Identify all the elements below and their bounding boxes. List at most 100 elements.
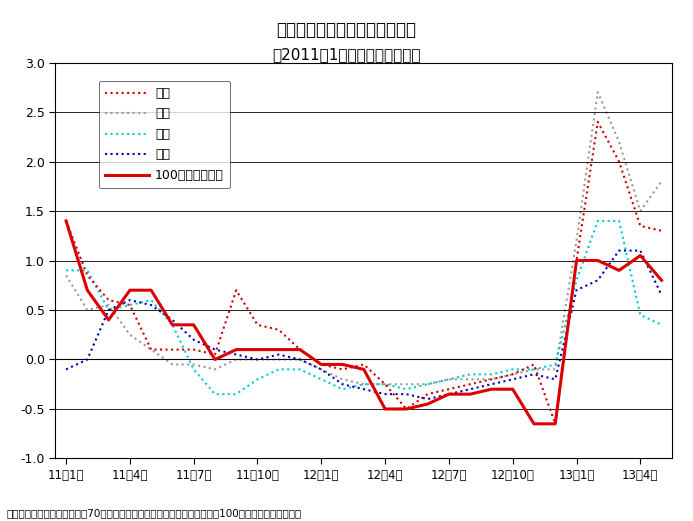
重慶	[360, 386, 368, 392]
北京	[615, 158, 623, 165]
上海	[317, 366, 326, 373]
天津	[360, 381, 368, 388]
100都市価格指数	[296, 346, 304, 353]
100都市価格指数	[317, 362, 326, 368]
100都市価格指数	[83, 287, 91, 293]
天津	[636, 312, 644, 318]
天津	[572, 277, 581, 283]
重慶	[317, 366, 326, 373]
100都市価格指数	[254, 346, 262, 353]
100都市価格指数	[509, 386, 517, 392]
北京	[487, 376, 495, 382]
北京	[423, 391, 432, 398]
天津	[232, 391, 240, 398]
重慶	[636, 247, 644, 254]
重慶	[658, 292, 666, 298]
天津	[594, 218, 602, 224]
上海	[147, 346, 155, 353]
重慶	[445, 391, 453, 398]
上海	[338, 376, 346, 382]
上海	[509, 371, 517, 377]
上海	[466, 376, 474, 382]
天津	[274, 366, 283, 373]
天津	[615, 218, 623, 224]
重慶	[296, 356, 304, 363]
100都市価格指数	[530, 421, 538, 427]
重慶	[274, 352, 283, 358]
天津	[189, 366, 198, 373]
100都市価格指数	[338, 362, 346, 368]
上海	[83, 307, 91, 313]
Line: 北京: 北京	[66, 122, 662, 424]
100都市価格指数	[189, 321, 198, 328]
北京	[509, 371, 517, 377]
天津	[296, 366, 304, 373]
100都市価格指数	[615, 267, 623, 274]
北京	[168, 346, 177, 353]
100都市価格指数	[360, 366, 368, 373]
100都市価格指数	[211, 356, 219, 363]
Text: （2011年1月以降、前月比％）: （2011年1月以降、前月比％）	[272, 47, 421, 62]
上海	[232, 356, 240, 363]
重慶	[211, 346, 219, 353]
北京	[296, 346, 304, 353]
重慶	[168, 317, 177, 323]
100都市価格指数	[125, 287, 134, 293]
重慶	[62, 366, 70, 373]
Text: （資料）中国国家統計局主要70都市住宅価格指数、および中国指数研究院100都市価格指数より作成: （資料）中国国家統計局主要70都市住宅価格指数、および中国指数研究院100都市価…	[7, 508, 302, 518]
100都市価格指数	[168, 321, 177, 328]
上海	[487, 376, 495, 382]
重慶	[615, 247, 623, 254]
北京	[105, 297, 113, 303]
北京	[254, 321, 262, 328]
上海	[402, 381, 410, 388]
天津	[125, 302, 134, 308]
重慶	[381, 391, 389, 398]
北京	[147, 346, 155, 353]
天津	[168, 321, 177, 328]
北京	[381, 381, 389, 388]
上海	[551, 366, 559, 373]
上海	[658, 178, 666, 184]
北京	[572, 257, 581, 264]
上海	[274, 356, 283, 363]
天津	[254, 376, 262, 382]
重慶	[594, 277, 602, 283]
重慶	[572, 287, 581, 293]
天津	[551, 362, 559, 368]
上海	[296, 356, 304, 363]
重慶	[509, 376, 517, 382]
重慶	[83, 356, 91, 363]
上海	[445, 376, 453, 382]
天津	[466, 371, 474, 377]
北京	[551, 421, 559, 427]
100都市価格指数	[466, 391, 474, 398]
上海	[636, 208, 644, 214]
北京	[274, 327, 283, 333]
北京	[594, 119, 602, 125]
天津	[530, 366, 538, 373]
重慶	[551, 376, 559, 382]
北京	[530, 362, 538, 368]
100都市価格指数	[487, 386, 495, 392]
100都市価格指数	[445, 391, 453, 398]
重慶	[487, 381, 495, 388]
重慶	[423, 396, 432, 402]
天津	[487, 371, 495, 377]
Line: 上海: 上海	[66, 92, 662, 384]
上海	[594, 89, 602, 95]
重慶	[105, 307, 113, 313]
北京	[62, 218, 70, 224]
上海	[360, 381, 368, 388]
上海	[125, 332, 134, 338]
上海	[423, 381, 432, 388]
天津	[445, 376, 453, 382]
100都市価格指数	[551, 421, 559, 427]
天津	[509, 366, 517, 373]
上海	[381, 381, 389, 388]
100都市価格指数	[147, 287, 155, 293]
100都市価格指数	[572, 257, 581, 264]
100都市価格指数	[62, 218, 70, 224]
重慶	[338, 381, 346, 388]
天津	[105, 307, 113, 313]
